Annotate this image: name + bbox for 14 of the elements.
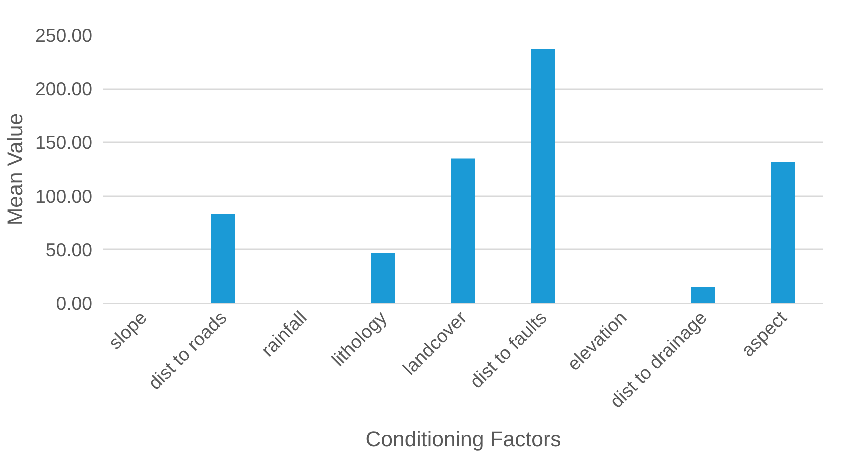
y-tick-label: 100.00 [35,186,92,207]
x-axis-title: Conditioning Factors [366,428,562,452]
bar [452,158,476,304]
bar [692,287,716,304]
y-axis-title: Mean Value [3,113,28,226]
y-tick-label: 250.00 [35,25,92,46]
y-tick-label: 0.00 [56,293,92,314]
bar [772,162,796,304]
y-tick-label: 50.00 [46,239,92,260]
bar [372,253,396,304]
bar [212,214,236,304]
bar [532,49,556,304]
y-tick-label: 150.00 [35,132,92,154]
y-tick-label: 200.00 [35,78,92,100]
